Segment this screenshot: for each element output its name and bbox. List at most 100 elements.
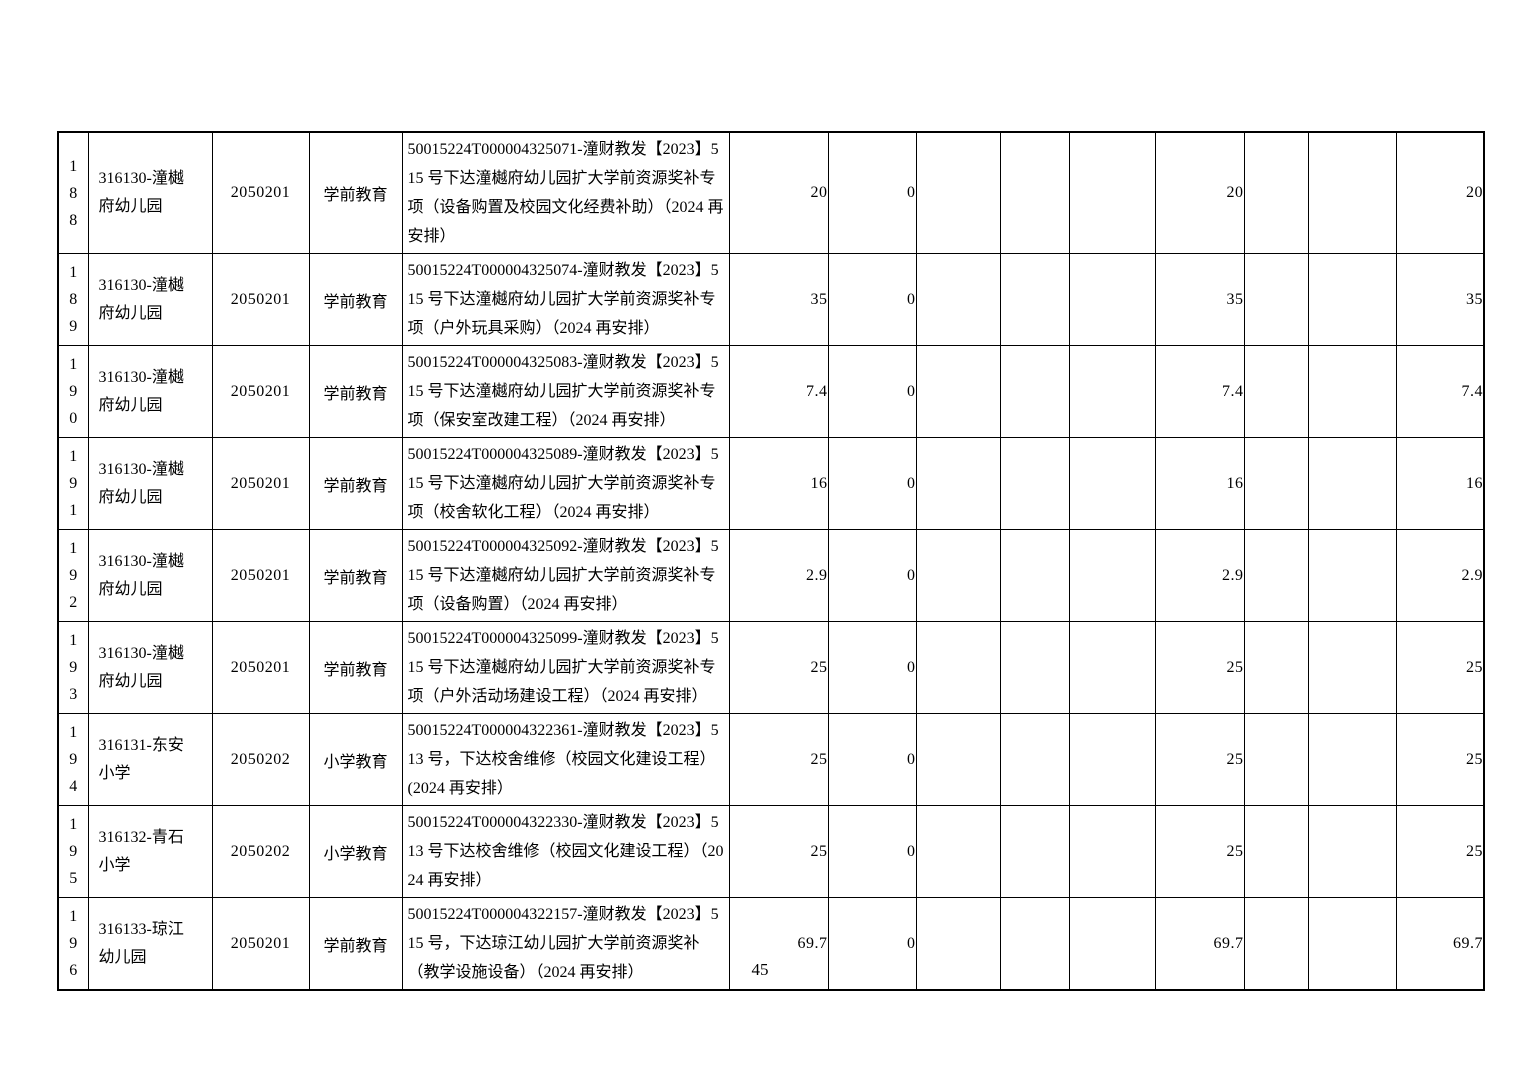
amount-value: 0 [907, 290, 916, 308]
unit-name-cell: 316130-潼樾府幼儿园 [87, 253, 213, 346]
amount-cell-1: 25 [728, 805, 829, 898]
amount-value: 69.7 [1213, 934, 1244, 952]
function-code: 2050201 [230, 658, 291, 676]
amount-value: 35 [810, 290, 828, 308]
function-code: 2050201 [230, 566, 291, 584]
amount-cell-2: 0 [827, 805, 917, 898]
amount-cell-8 [1307, 805, 1397, 898]
row-index-cell: 194 [57, 713, 89, 806]
amount-cell-4 [999, 253, 1070, 346]
amount-cell-6: 35 [1154, 253, 1245, 346]
function-code-cell: 2050201 [211, 131, 310, 254]
amount-cell-8 [1307, 897, 1397, 991]
function-code: 2050202 [230, 842, 291, 860]
table-row: 196 316133-琼江幼儿园 2050201 学前教育 50015224T0… [57, 897, 1485, 991]
unit-name-cell: 316130-潼樾府幼儿园 [87, 437, 213, 530]
amount-cell-8 [1307, 345, 1397, 438]
amount-cell-6: 25 [1154, 713, 1245, 806]
amount-cell-9: 35 [1395, 253, 1485, 346]
category: 学前教育 [323, 569, 388, 587]
amount-value: 7.4 [806, 382, 828, 400]
amount-cell-3 [915, 713, 1001, 806]
amount-cell-9: 25 [1395, 805, 1485, 898]
amount-value: 0 [907, 382, 916, 400]
row-index-cell: 190 [57, 345, 89, 438]
row-index: 190 [69, 356, 78, 427]
row-index: 195 [69, 816, 78, 887]
amount-cell-2: 0 [827, 437, 917, 530]
amount-cell-4 [999, 713, 1070, 806]
row-index-cell: 188 [57, 131, 89, 254]
amount-cell-1: 69.7 [728, 897, 829, 991]
project-description-cell: 50015224T000004322330-潼财教发【2023】513 号下达校… [401, 805, 730, 898]
function-code-cell: 2050202 [211, 805, 310, 898]
amount-value: 0 [907, 842, 916, 860]
amount-value: 25 [1226, 750, 1244, 768]
table-row: 193 316130-潼樾府幼儿园 2050201 学前教育 50015224T… [57, 621, 1485, 714]
amount-cell-2: 0 [827, 131, 917, 254]
function-code: 2050201 [230, 474, 291, 492]
unit-name: 316130-潼樾府幼儿园 [98, 170, 184, 215]
amount-value: 2.9 [1222, 566, 1244, 584]
amount-value: 25 [810, 658, 828, 676]
category: 学前教育 [323, 477, 388, 495]
amount-cell-2: 0 [827, 529, 917, 622]
amount-value: 25 [810, 842, 828, 860]
unit-name: 316131-东安小学 [98, 736, 184, 782]
function-code-cell: 2050201 [211, 529, 310, 622]
amount-cell-7 [1243, 437, 1309, 530]
row-index: 194 [69, 724, 78, 795]
amount-cell-6: 2.9 [1154, 529, 1245, 622]
amount-cell-1: 16 [728, 437, 829, 530]
page-number: 45 [751, 960, 769, 979]
amount-value: 0 [907, 658, 916, 676]
project-description: 50015224T000004325083-潼财教发【2023】515 号下达潼… [407, 354, 719, 429]
amount-cell-7 [1243, 345, 1309, 438]
amount-cell-7 [1243, 253, 1309, 346]
table-row: 189 316130-潼樾府幼儿园 2050201 学前教育 50015224T… [57, 253, 1485, 346]
amount-value: 16 [810, 474, 828, 492]
category-cell: 学前教育 [308, 897, 403, 991]
category-cell: 学前教育 [308, 621, 403, 714]
amount-cell-9: 7.4 [1395, 345, 1485, 438]
table-row: 188 316130-潼樾府幼儿园 2050201 学前教育 50015224T… [57, 131, 1485, 254]
amount-cell-3 [915, 253, 1001, 346]
project-description-cell: 50015224T000004325083-潼财教发【2023】515 号下达潼… [401, 345, 730, 438]
function-code: 2050201 [230, 934, 291, 952]
amount-cell-9: 69.7 [1395, 897, 1485, 991]
project-description: 50015224T000004325089-潼财教发【2023】515 号下达潼… [407, 446, 719, 521]
category: 学前教育 [323, 293, 388, 311]
amount-cell-5 [1068, 897, 1156, 991]
amount-value: 35 [1226, 290, 1244, 308]
amount-value: 25 [1466, 750, 1483, 768]
table-row: 190 316130-潼樾府幼儿园 2050201 学前教育 50015224T… [57, 345, 1485, 438]
amount-cell-3 [915, 897, 1001, 991]
function-code-cell: 2050201 [211, 437, 310, 530]
project-description-cell: 50015224T000004325074-潼财教发【2023】515 号下达潼… [401, 253, 730, 346]
amount-cell-5 [1068, 713, 1156, 806]
category-cell: 学前教育 [308, 253, 403, 346]
table-row: 194 316131-东安小学 2050202 小学教育 50015224T00… [57, 713, 1485, 806]
amount-cell-1: 35 [728, 253, 829, 346]
unit-name: 316130-潼樾府幼儿园 [98, 460, 184, 506]
amount-cell-3 [915, 437, 1001, 530]
amount-cell-3 [915, 529, 1001, 622]
function-code: 2050202 [230, 750, 291, 768]
category: 学前教育 [323, 937, 388, 955]
amount-cell-5 [1068, 253, 1156, 346]
row-index: 189 [69, 264, 78, 335]
amount-value: 0 [907, 566, 916, 584]
unit-name: 316130-潼樾府幼儿园 [98, 644, 184, 690]
unit-name: 316130-潼樾府幼儿园 [98, 552, 184, 598]
amount-cell-2: 0 [827, 345, 917, 438]
amount-cell-1: 2.9 [728, 529, 829, 622]
amount-cell-4 [999, 529, 1070, 622]
amount-cell-4 [999, 345, 1070, 438]
table-row: 195 316132-青石小学 2050202 小学教育 50015224T00… [57, 805, 1485, 898]
amount-value: 0 [907, 934, 916, 952]
amount-value: 0 [907, 750, 916, 768]
row-index-cell: 195 [57, 805, 89, 898]
function-code-cell: 2050202 [211, 713, 310, 806]
category-cell: 学前教育 [308, 345, 403, 438]
amount-value: 16 [1226, 474, 1244, 492]
